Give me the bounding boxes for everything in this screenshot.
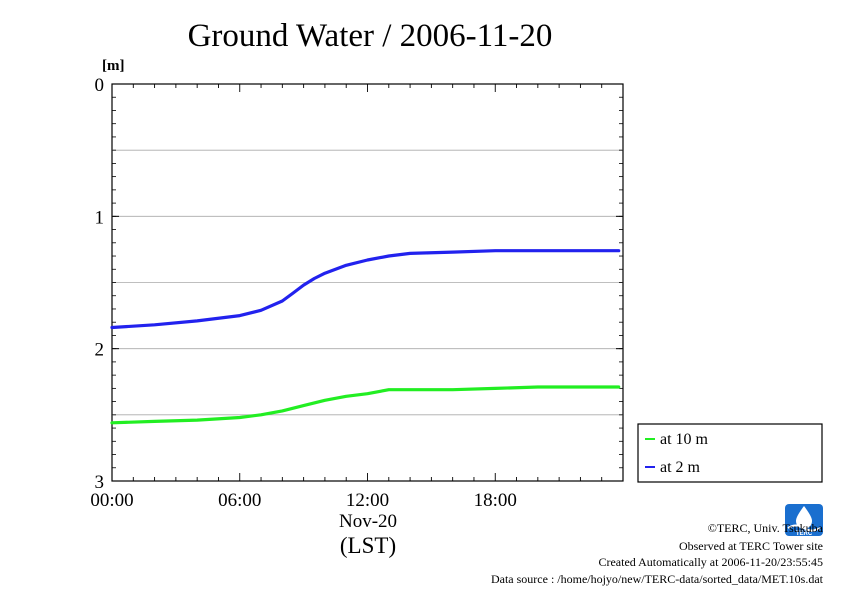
footer-credit: ©TERC, Univ. Tsukuba	[708, 521, 824, 535]
legend-label: at 10 m	[660, 431, 709, 448]
x-tick-label: 18:00	[474, 490, 517, 511]
series-line-at-10m	[110, 385, 621, 425]
x-tick-label: 12:00	[346, 490, 389, 511]
logo-text: TERC	[796, 531, 813, 537]
y-axis: 0 1 2 3	[95, 75, 623, 493]
x-tick-label: 00:00	[90, 490, 133, 511]
legend-box	[637, 423, 823, 483]
terc-logo: TERC	[785, 504, 823, 537]
x-tick-label: 06:00	[218, 490, 261, 511]
footer-observed: Observed at TERC Tower site	[679, 539, 823, 553]
legend: at 10 m at 2 m	[637, 423, 823, 483]
y-unit-label: [m]	[102, 58, 125, 74]
legend-label: at 2 m	[660, 459, 701, 476]
series	[110, 249, 621, 425]
x-axis: 00:00 06:00 12:00 18:00	[90, 84, 624, 511]
y-tick-label: 3	[95, 472, 105, 493]
footer-source: Data source : /home/hojyo/new/TERC-data/…	[491, 572, 824, 586]
y-tick-label: 2	[95, 340, 105, 361]
grid	[112, 149, 623, 416]
chart-title: Ground Water / 2006-11-20	[188, 18, 553, 54]
y-tick-label: 1	[95, 207, 105, 228]
y-tick-label: 0	[95, 75, 105, 96]
x-date-label: Nov-20	[339, 511, 397, 532]
x-axis-label: (LST)	[340, 533, 396, 558]
footer-created: Created Automatically at 2006-11-20/23:5…	[598, 555, 823, 569]
series-line-at-2m	[110, 249, 621, 330]
